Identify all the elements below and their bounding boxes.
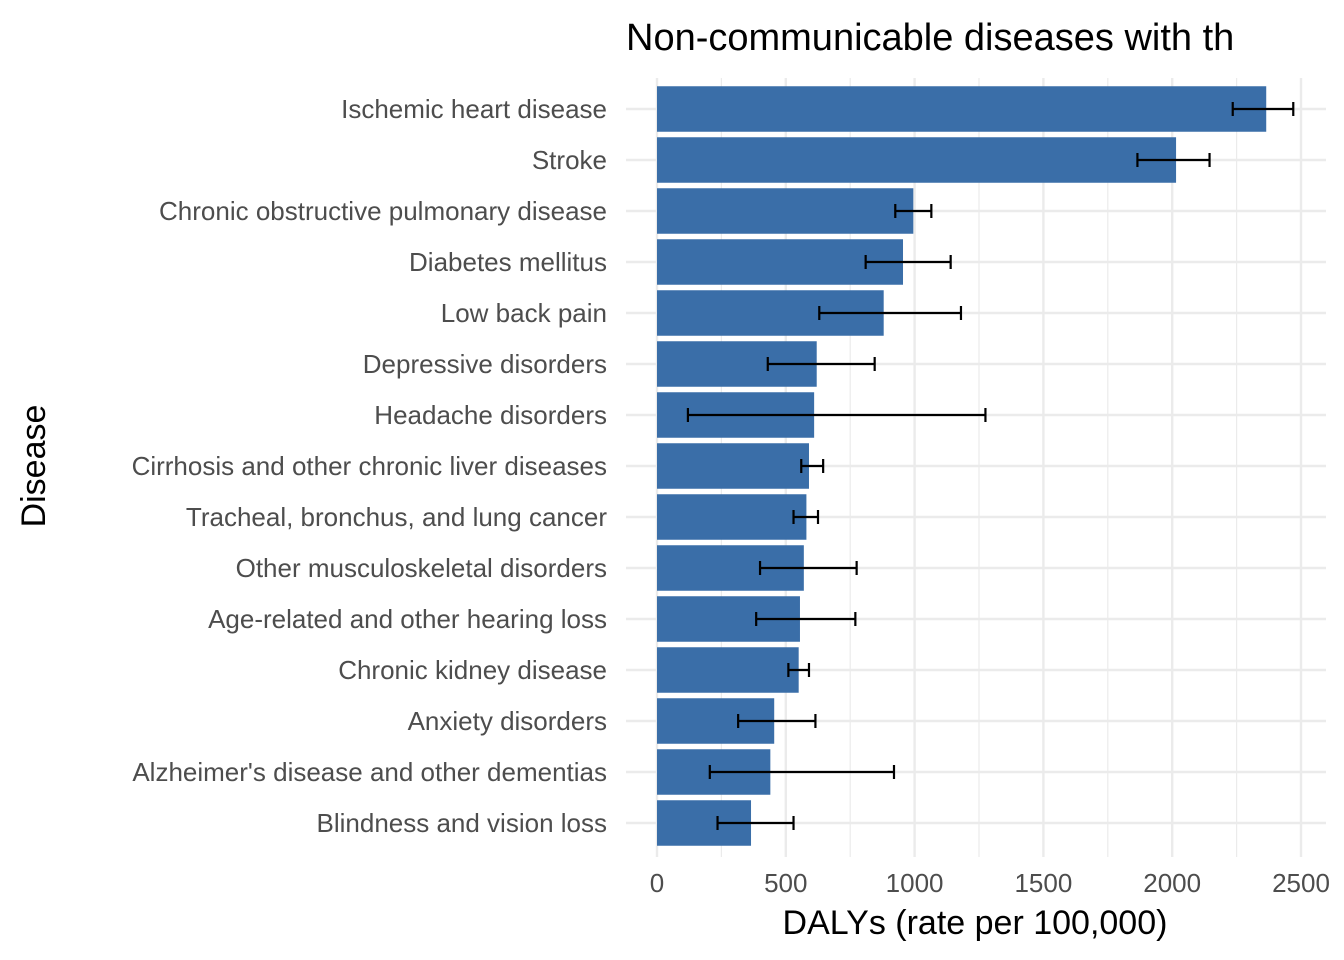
bar: [657, 239, 904, 285]
bar: [657, 86, 1267, 132]
x-tick-label: 500: [764, 868, 807, 898]
x-axis-title: DALYs (rate per 100,000): [783, 904, 1168, 942]
y-tick-label: Other musculoskeletal disorders: [236, 553, 607, 583]
bar: [657, 137, 1177, 183]
y-tick-label: Tracheal, bronchus, and lung cancer: [186, 502, 607, 532]
y-tick-label: Blindness and vision loss: [317, 808, 608, 838]
label-layer: Ischemic heart disease Stroke Chronic obst…: [132, 94, 1330, 898]
y-tick-label: Chronic kidney disease: [338, 655, 607, 685]
y-tick-label: Anxiety disorders: [408, 706, 607, 736]
bar: [657, 647, 799, 693]
bar-layer: [657, 86, 1267, 846]
x-tick-label: 2500: [1272, 868, 1330, 898]
chart-title: Non-communicable diseases with th: [626, 17, 1234, 59]
bar: [657, 443, 809, 489]
y-tick-label: Diabetes mellitus: [409, 247, 607, 277]
x-tick-label: 0: [650, 868, 664, 898]
bar: [657, 188, 914, 234]
y-tick-label: Cirrhosis and other chronic liver diseas…: [132, 451, 607, 481]
y-tick-label: Ischemic heart disease: [341, 94, 607, 124]
y-tick-label: Age-related and other hearing loss: [208, 604, 607, 634]
y-tick-label: Stroke: [532, 145, 607, 175]
bar: [657, 494, 807, 540]
error-layer: [686, 102, 1295, 830]
x-tick-label: 1000: [886, 868, 944, 898]
y-tick-label: Chronic obstructive pulmonary disease: [159, 196, 607, 226]
y-tick-label: Headache disorders: [374, 400, 607, 430]
x-tick-label: 2000: [1143, 868, 1201, 898]
y-tick-label: Depressive disorders: [363, 349, 607, 379]
x-tick-label: 1500: [1014, 868, 1072, 898]
y-tick-label: Alzheimer's disease and other dementias: [132, 757, 607, 787]
y-axis-title: Disease: [15, 405, 53, 528]
y-tick-label: Low back pain: [441, 298, 607, 328]
